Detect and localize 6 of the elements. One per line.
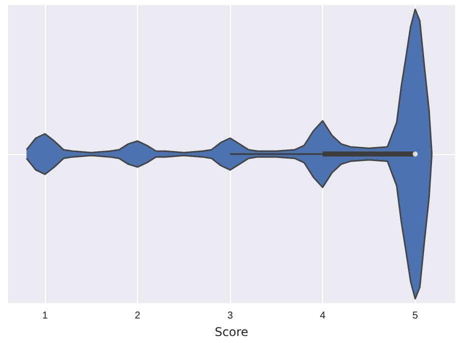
x-tick-label: 3 — [227, 310, 234, 322]
x-tick-label: 4 — [320, 310, 326, 322]
x-tick-label: 2 — [134, 310, 141, 322]
x-tick-label: 1 — [42, 310, 48, 322]
x-axis-title: Score — [214, 325, 248, 339]
x-tick-label: 5 — [412, 310, 418, 322]
